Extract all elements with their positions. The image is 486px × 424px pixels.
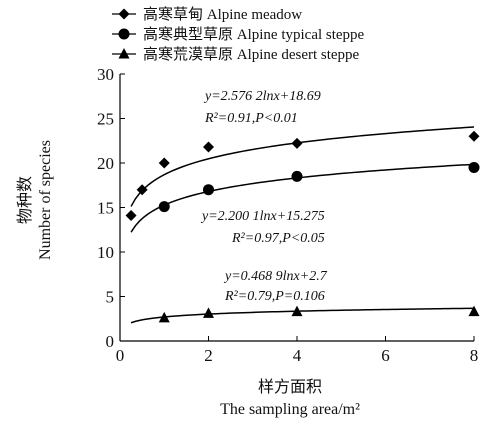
x-tick-label: 0 <box>116 346 125 365</box>
data-point-circle <box>468 161 480 173</box>
y-tick-label: 0 <box>106 332 115 351</box>
legend-entry-label: 高寒典型草原 Alpine typical steppe <box>143 25 365 43</box>
fit-curve-triangle <box>130 307 475 324</box>
x-tick-label: 6 <box>381 346 390 365</box>
data-point-diamond <box>203 141 214 153</box>
x-tick-label: 8 <box>470 346 479 365</box>
legend-entry-label: 高寒荒漠草原 Alpine desert steppe <box>143 45 360 63</box>
y-tick-label: 30 <box>97 65 114 84</box>
fit-equation: y=2.200 1lnx+15.275 <box>200 209 325 224</box>
data-point-diamond <box>125 210 137 222</box>
data-point-circle <box>203 184 214 196</box>
fit-curve-diamond <box>130 126 475 207</box>
data-point-triangle <box>468 305 480 317</box>
data-points <box>125 130 480 323</box>
data-point-triangle <box>203 307 214 318</box>
legend: 高寒草甸 Alpine meadow 高寒典型草原 Alpine typical … <box>112 5 365 63</box>
data-point-circle <box>158 201 170 213</box>
axes: 0 5 10 15 20 25 30 0 2 4 6 8 <box>97 65 478 365</box>
fit-curve-circle <box>130 163 475 233</box>
y-axis-label-en: Number of species <box>37 140 54 260</box>
fit-r2-p: R²=0.97,P<0.05 <box>231 231 325 246</box>
x-tick-label: 2 <box>204 346 213 365</box>
y-tick-label: 20 <box>97 154 114 173</box>
y-tick-label: 5 <box>106 288 115 307</box>
x-axis-label-cn: 样方面积 <box>258 378 322 396</box>
data-point-diamond <box>136 184 148 196</box>
x-axis-label-en: The sampling area/m² <box>220 401 360 418</box>
fit-equation: y=0.468 9lnx+2.7 <box>223 269 328 284</box>
y-axis-label-cn: 物种数 <box>16 176 34 224</box>
data-point-diamond <box>158 157 170 169</box>
fit-r2-p: R²=0.91,P<0.01 <box>204 111 298 126</box>
legend-entry-label: 高寒草甸 Alpine meadow <box>143 5 302 23</box>
fit-equation: y=2.576 2lnx+18.69 <box>203 89 321 104</box>
data-point-triangle <box>158 311 170 323</box>
fit-equations: y=2.576 2lnx+18.69 R²=0.91,P<0.01 y=2.200 … <box>200 89 328 304</box>
y-tick-label: 25 <box>97 110 114 129</box>
fit-r2-p: R²=0.79,P=0.106 <box>224 289 325 304</box>
data-point-diamond <box>468 130 480 142</box>
legend-marker-triangle <box>118 48 130 59</box>
legend-marker-circle <box>118 28 130 40</box>
y-tick-label: 10 <box>97 243 114 262</box>
data-point-triangle <box>291 305 303 317</box>
y-tick-label: 15 <box>97 199 114 218</box>
x-tick-label: 4 <box>293 346 302 365</box>
data-point-diamond <box>291 137 303 149</box>
legend-marker-diamond <box>118 8 130 20</box>
data-point-circle <box>291 170 303 182</box>
fit-curves <box>130 126 475 324</box>
